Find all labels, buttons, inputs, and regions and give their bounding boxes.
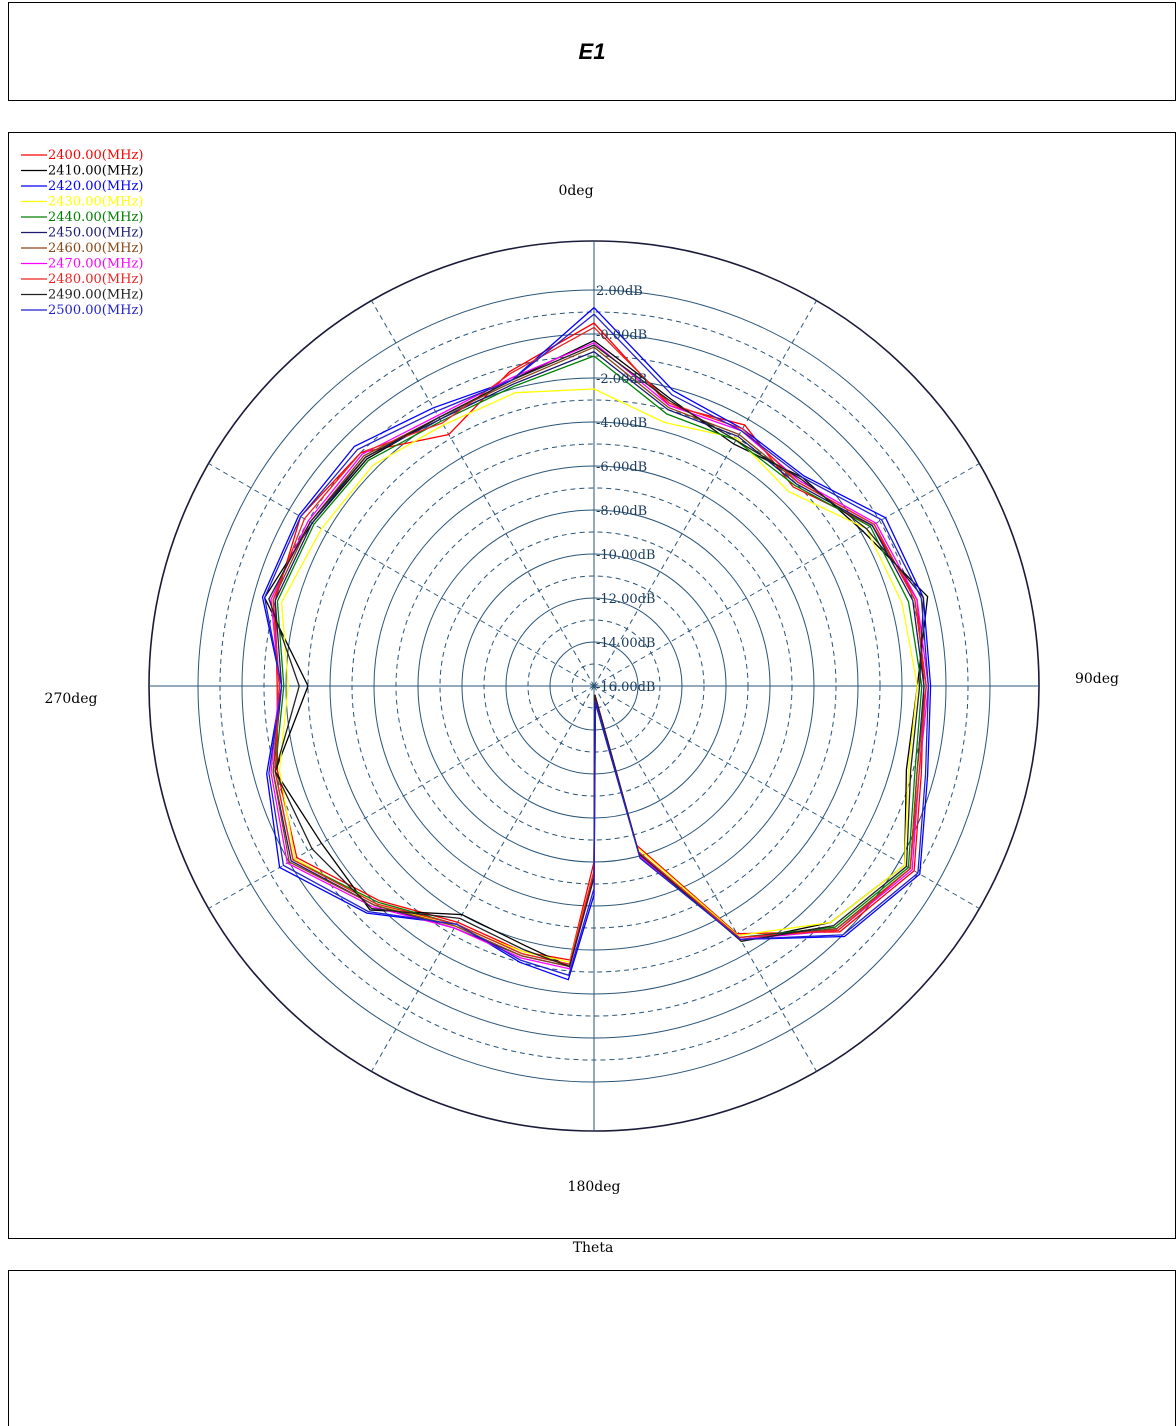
radial-tick-label: -6.00dB: [596, 460, 647, 475]
polar-grid: [148, 240, 1040, 1132]
chart-panel: 0deg 90deg 180deg 270deg 2.00dB -0.00dB -2.00…: [8, 132, 1176, 1239]
grid-spoke: [371, 685, 595, 1072]
radial-tick-label: -0.00dB: [596, 328, 647, 343]
title-panel: E1: [8, 2, 1176, 101]
polar-chart: 0deg 90deg 180deg 270deg 2.00dB -0.00dB -2.00…: [21, 148, 1120, 1195]
legend-label: 2500.00(MHz): [48, 303, 143, 318]
series-line: [261, 307, 932, 981]
legend-label: 2460.00(MHz): [48, 241, 143, 256]
series-line: [274, 355, 923, 966]
radial-tick-label: -4.00dB: [596, 416, 647, 431]
legend-label: 2410.00(MHz): [48, 164, 143, 179]
radial-tick-label: -8.00dB: [596, 504, 647, 519]
grid-spoke: [593, 685, 817, 1072]
angle-label: 180deg: [568, 1179, 621, 1195]
grid-spoke: [208, 463, 595, 687]
angle-label: 90deg: [1075, 671, 1119, 687]
angle-label: 270deg: [45, 691, 98, 707]
radial-tick-label: -14.00dB: [596, 636, 655, 651]
legend-label: 2470.00(MHz): [48, 257, 143, 272]
series-group: [261, 307, 932, 981]
series-line: [272, 346, 927, 968]
radial-tick-label: -16.00dB: [596, 680, 655, 695]
radial-tick-label: -2.00dB: [596, 372, 647, 387]
grid-spoke: [371, 300, 595, 687]
angle-labels: 0deg 90deg 180deg 270deg: [45, 183, 1120, 1195]
radial-tick-labels: 2.00dB -0.00dB -2.00dB -4.00dB -6.00dB -8.00d…: [596, 284, 655, 695]
radial-tick-label: 2.00dB: [596, 284, 643, 299]
legend-label: 2480.00(MHz): [48, 272, 143, 287]
legend: 2400.00(MHz)2410.00(MHz)2420.00(MHz)2430…: [21, 148, 143, 318]
legend-label: 2430.00(MHz): [48, 195, 143, 210]
chart-title: E1: [578, 39, 606, 64]
series-line: [263, 340, 929, 968]
theta-axis-label: Theta: [572, 1240, 614, 1256]
grid-spoke: [593, 300, 817, 687]
radial-tick-label: -10.00dB: [596, 548, 655, 563]
legend-label: 2420.00(MHz): [48, 179, 143, 194]
grid-spoke: [593, 685, 980, 909]
grid-spoke: [593, 463, 980, 687]
radial-tick-label: -12.00dB: [596, 592, 655, 607]
series-line: [268, 344, 925, 968]
legend-label: 2490.00(MHz): [48, 288, 143, 303]
legend-label: 2440.00(MHz): [48, 210, 143, 225]
series-line: [263, 313, 930, 977]
series-line: [270, 342, 930, 970]
grid-spoke: [208, 685, 595, 909]
angle-label: 0deg: [558, 183, 593, 199]
legend-label: 2400.00(MHz): [48, 148, 143, 163]
bottom-panel: [8, 1270, 1176, 1426]
legend-label: 2450.00(MHz): [48, 226, 143, 241]
